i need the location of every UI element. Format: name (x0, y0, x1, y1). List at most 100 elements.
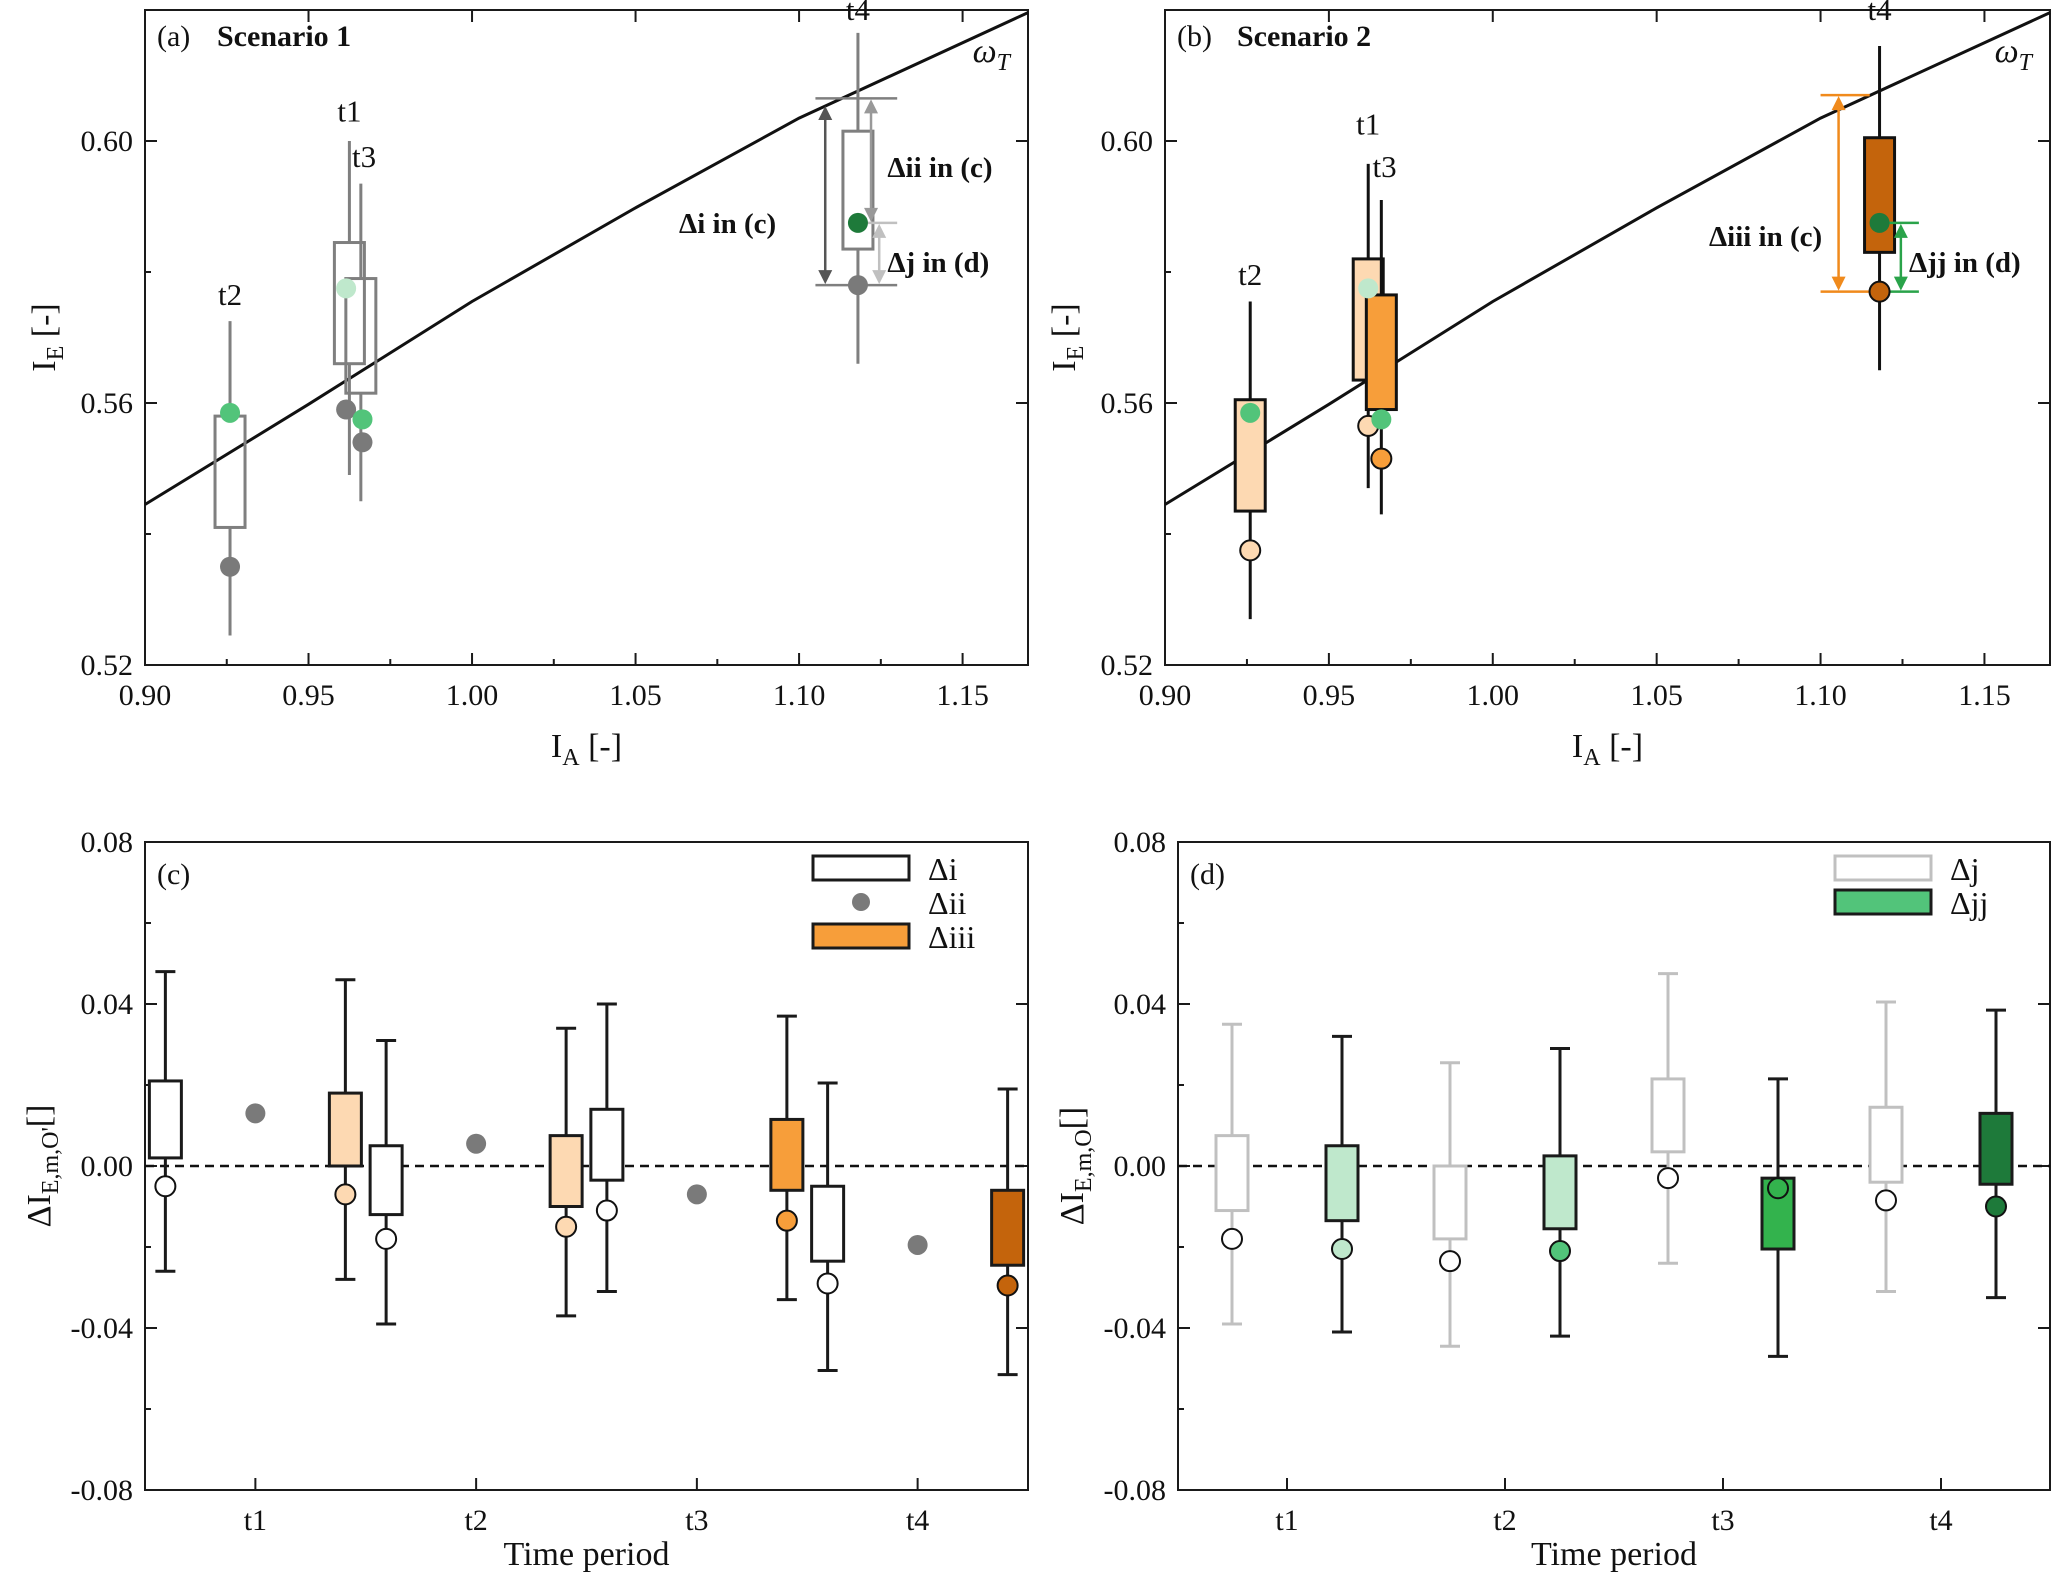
box-t2 (1432, 1164, 1468, 1241)
y-tick-label: 0.00 (81, 1150, 134, 1183)
mean-marker-t3 (1767, 1177, 1789, 1200)
arrow-head-down (818, 270, 833, 285)
x-tick-label: 1.05 (609, 679, 662, 712)
x-tick-label: 1.15 (1958, 679, 2011, 712)
box-t1 (1324, 1144, 1360, 1223)
x-tick-label-t4: t4 (906, 1504, 929, 1537)
y-tick-label: -0.08 (1104, 1474, 1167, 1507)
omega-t-line (1164, 11, 2051, 506)
legend-label: Δi (928, 851, 958, 887)
y-tick-label: 0.04 (81, 988, 134, 1021)
y-tick-label: 0.60 (1101, 125, 1154, 158)
y-tick-label: -0.08 (71, 1474, 134, 1507)
omega-t-label: ωT (973, 33, 1012, 76)
time-label-t4: t4 (1867, 0, 1892, 27)
arrow-head-down (864, 207, 879, 222)
x-tick-label: 0.90 (119, 679, 172, 712)
mean-marker-t2 (1549, 1240, 1571, 1263)
y-tick-label: 0.52 (1101, 649, 1154, 682)
legend-label: Δiii (928, 919, 975, 955)
y-tick-label: 0.08 (81, 826, 134, 859)
time-label-t3: t3 (352, 139, 376, 174)
box-t2 (1542, 1154, 1578, 1231)
legend-label: Δj (1950, 851, 1979, 887)
data-point (1370, 447, 1393, 470)
box-t3 (1364, 293, 1398, 412)
panel-label: (c) (157, 858, 190, 891)
y-axis-label: ΔIE,m,O'[] (21, 1105, 64, 1228)
panel-label: (b) (1177, 20, 1212, 53)
mean-marker-t4 (816, 1272, 839, 1295)
data-point (336, 399, 357, 420)
arrow-head-up (872, 223, 887, 238)
data-point (336, 278, 357, 299)
box-t4 (990, 1188, 1026, 1267)
legend-swatch (852, 893, 870, 911)
box-t1 (332, 241, 366, 366)
mean-marker-t4 (1875, 1189, 1897, 1212)
panel-a-scenario-1: 0.90 0.95 1.00 1.05 1.10 1.15 0.52 0.56 0.60 IA [… (26, 0, 1029, 771)
panel-title: Scenario 2 (1237, 20, 1371, 53)
data-point (1239, 539, 1262, 562)
box-t3 (1650, 1077, 1686, 1154)
mean-marker-t3 (1657, 1167, 1679, 1190)
y-tick-label: 0.60 (81, 125, 134, 158)
y-tick-label: -0.04 (71, 1312, 134, 1345)
box-t4 (841, 129, 875, 251)
annotation-label: Δi in (c) (679, 208, 776, 240)
box-t2 (368, 1144, 404, 1217)
x-tick-label-t2: t2 (1493, 1504, 1516, 1537)
time-label-t1: t1 (1356, 106, 1380, 141)
y-tick-label: 0.08 (1114, 826, 1167, 859)
data-point (352, 409, 373, 430)
y-tick-label: -0.04 (1104, 1312, 1167, 1345)
x-tick-label: 1.15 (936, 679, 989, 712)
x-tick-label: 0.95 (1303, 679, 1356, 712)
series-point-t2 (466, 1133, 487, 1154)
y-axis-label: IE [-] (1046, 303, 1089, 371)
mean-marker-t4 (996, 1274, 1019, 1297)
x-axis-label: Time period (1531, 1536, 1697, 1573)
series-point-t4 (907, 1234, 928, 1255)
legend-swatch (811, 854, 911, 882)
mean-marker-t1 (334, 1183, 357, 1206)
mean-marker-t3 (595, 1199, 618, 1222)
data-point (847, 212, 868, 233)
y-tick-label: 0.52 (81, 649, 134, 682)
annotation-label: Δj in (d) (887, 247, 989, 279)
time-label-t1: t1 (337, 93, 361, 128)
x-axis-label: Time period (504, 1536, 670, 1573)
box-t3 (769, 1117, 805, 1192)
data-point (352, 432, 373, 453)
series-point-t3 (686, 1184, 707, 1205)
mean-marker-t2 (1439, 1250, 1461, 1273)
x-tick-label: 0.90 (1139, 679, 1192, 712)
arrow-head-down (1831, 276, 1846, 291)
plot-frame (1164, 9, 2051, 666)
box-t1 (1214, 1134, 1250, 1213)
box-t2 (213, 414, 247, 529)
x-tick-label-t2: t2 (464, 1504, 487, 1537)
x-tick-label: 0.95 (282, 679, 335, 712)
data-point (1371, 409, 1392, 430)
x-tick-label: 1.05 (1630, 679, 1683, 712)
box-t3 (344, 277, 378, 395)
legend-swatch (1833, 888, 1933, 916)
panel-b-scenario-2: 0.90 0.95 1.00 1.05 1.10 1.15 0.52 0.56 0.60 IA [… (1046, 0, 2051, 771)
y-tick-label: 0.56 (1101, 387, 1154, 420)
arrow-head-up (864, 99, 879, 114)
x-tick-label: 1.00 (446, 679, 499, 712)
mean-marker-t1 (1221, 1227, 1243, 1250)
annotation-label: Δiii in (c) (1709, 221, 1822, 253)
box-t3 (589, 1107, 625, 1182)
x-tick-label-t3: t3 (685, 1504, 708, 1537)
box-t4 (1868, 1105, 1904, 1184)
arrow-head-down (1893, 276, 1908, 291)
y-tick-label: 0.56 (81, 387, 134, 420)
x-tick-label: 1.00 (1467, 679, 1520, 712)
mean-marker-t2 (375, 1227, 398, 1250)
legend-label: Δii (928, 885, 966, 921)
panel-c-delta-ie-scenario1: -0.08 -0.04 0.00 0.04 0.08 t1 t2 t3 t4 Time perio… (21, 826, 1029, 1573)
data-point (1868, 280, 1891, 303)
